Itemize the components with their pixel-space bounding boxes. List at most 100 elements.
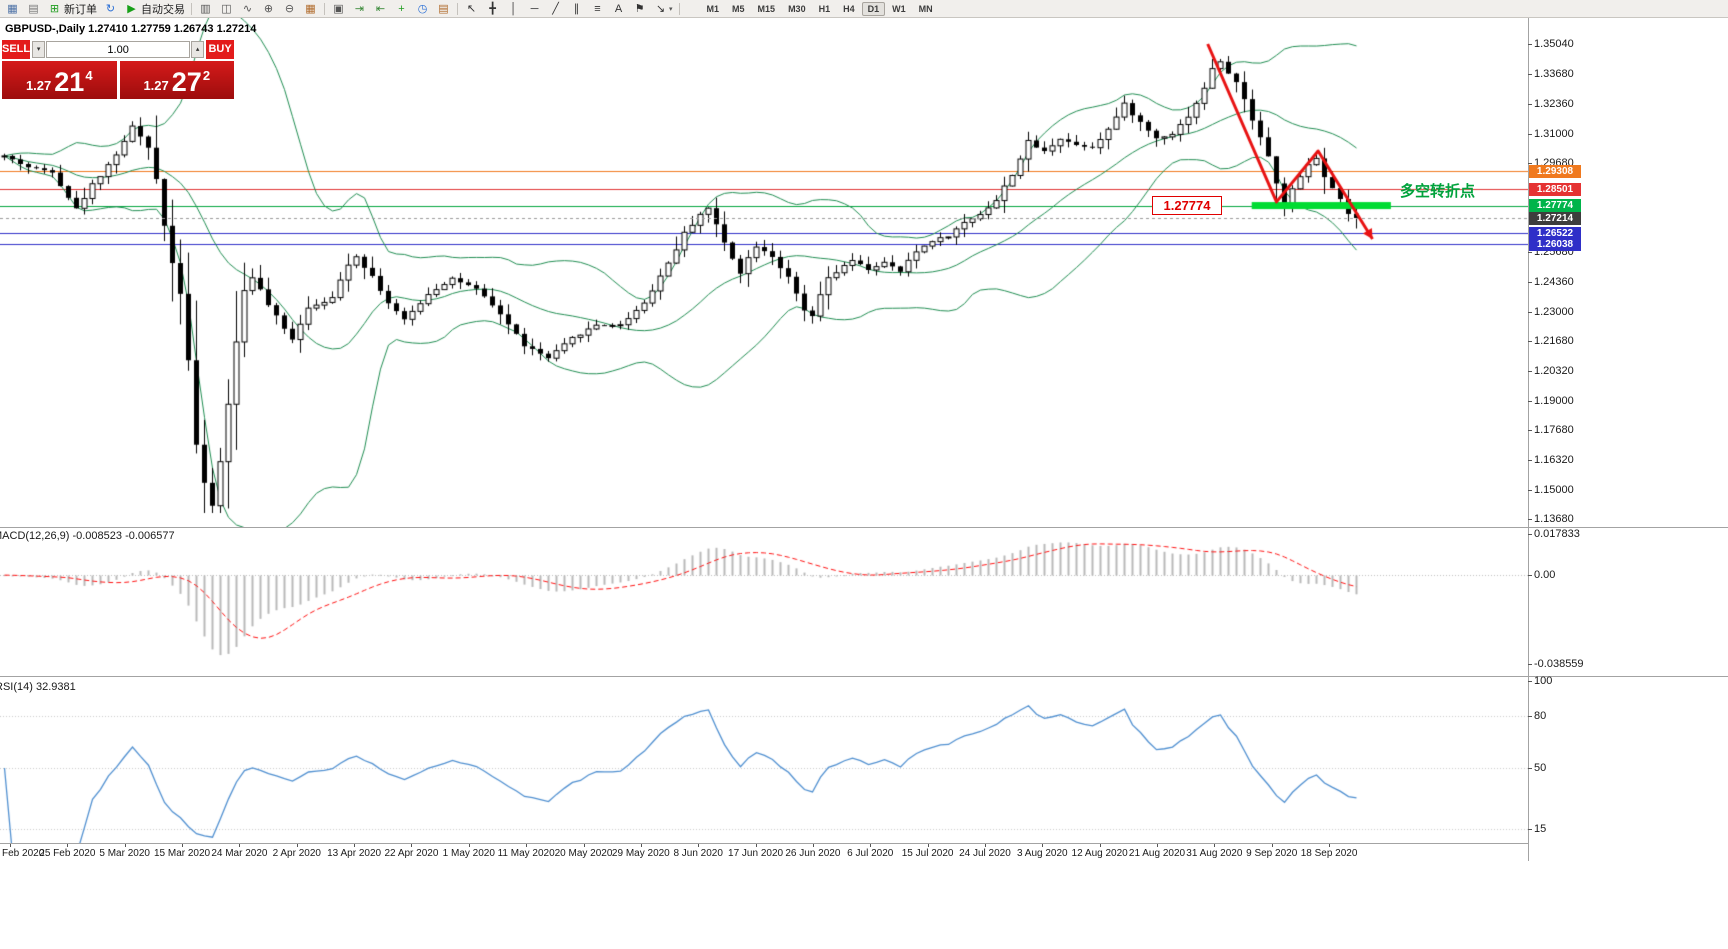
main-chart-canvas[interactable]	[0, 18, 1528, 527]
add-indicator-icon[interactable]: +	[391, 1, 412, 17]
auto-trading-button-label: 自动交易	[141, 3, 185, 16]
panel-separator[interactable]	[0, 527, 1728, 528]
crosshair-icon[interactable]: ╋	[482, 1, 503, 17]
trendline-icon: ╱	[552, 2, 559, 15]
cascade-windows-icon[interactable]: ▣	[328, 1, 349, 17]
scale-tick	[1528, 767, 1532, 769]
volume-increase-button[interactable]: ▴	[191, 41, 205, 58]
price-tag: 1.26038	[1529, 237, 1581, 251]
cursor-icon[interactable]: ↖	[461, 1, 482, 17]
periods-icon[interactable]: ◷	[412, 1, 433, 17]
timeframe-h1[interactable]: H1	[818, 3, 831, 14]
price-level-label[interactable]: 1.27774	[1152, 196, 1222, 215]
price-scale-label: 1.19000	[1534, 394, 1574, 407]
tile-windows-icon: ▦	[305, 2, 316, 15]
date-tick	[411, 844, 413, 847]
auto-trading-button[interactable]: ▶ 自动交易	[121, 1, 188, 17]
rsi-panel-canvas[interactable]	[0, 677, 1528, 843]
toolbar-separator	[324, 2, 325, 15]
trendline-icon[interactable]: ╱	[545, 1, 566, 17]
profiles-icon: ▤	[28, 2, 39, 15]
date-label: 17 Jun 2020	[728, 848, 784, 859]
date-tick	[1099, 844, 1101, 847]
timeframe-d1[interactable]: D1	[861, 1, 886, 16]
date-tick	[67, 844, 69, 847]
zoom-in-icon[interactable]: ⊕	[258, 1, 279, 17]
auto-scroll-icon[interactable]: ⇥	[349, 1, 370, 17]
timeframe-m30[interactable]: M30	[788, 3, 806, 14]
tile-windows-icon[interactable]: ▦	[300, 1, 321, 17]
volume-input[interactable]	[46, 41, 191, 58]
date-label: 21 Aug 2020	[1128, 848, 1186, 859]
date-label: 12 Aug 2020	[1071, 848, 1128, 859]
candlestick-chart-icon[interactable]: ◫	[216, 1, 237, 17]
text-icon: A	[614, 2, 623, 15]
trade-panel-controls: SELL ▾ ▴ BUY	[2, 40, 234, 59]
date-label: 13 Apr 2020	[327, 848, 382, 859]
date-tick	[1271, 844, 1273, 847]
new-chart-icon[interactable]: ▦	[2, 1, 23, 17]
price-tag: 1.27214	[1529, 211, 1581, 225]
scale-tick	[1528, 828, 1532, 830]
timeframe-m15[interactable]: M15	[757, 3, 776, 14]
auto-trading-icon: ▶	[127, 2, 136, 15]
date-tick	[10, 844, 11, 847]
zoom-in-icon: ⊕	[263, 2, 274, 15]
timeframe-h4[interactable]: H4	[843, 3, 855, 14]
label-icon[interactable]: ⚑	[629, 1, 650, 17]
turning-point-annotation: 多空转折点	[1400, 183, 1476, 200]
date-label: 18 Sep 2020	[1300, 848, 1358, 859]
new-order-button[interactable]: ⊞ 新订单	[44, 1, 100, 17]
date-tick	[182, 844, 184, 847]
new-order-button-label: 新订单	[64, 3, 97, 16]
text-icon[interactable]: A	[608, 1, 629, 17]
date-tick	[812, 844, 814, 847]
time-scale[interactable]: Feb 2020 25 Feb 2020 5 Mar 2020 15 Mar 2020…	[0, 843, 1528, 861]
timeframe-w1[interactable]: W1	[892, 3, 906, 14]
price-scale-label: 50	[1534, 761, 1547, 774]
date-tick	[698, 844, 700, 847]
shapes-dropdown[interactable]: ↘ ▾	[650, 1, 676, 17]
date-tick	[640, 844, 642, 847]
volume-decrease-button[interactable]: ▾	[32, 41, 46, 58]
scale-tick	[1528, 74, 1532, 76]
price-scale-label: 0.017833	[1534, 528, 1580, 540]
sync-icon: ↻	[105, 2, 116, 15]
timeframe-m5[interactable]: M5	[732, 3, 745, 14]
price-tag: 1.29308	[1529, 164, 1581, 178]
bar-chart-icon[interactable]: ▥	[195, 1, 216, 17]
vertical-line-icon[interactable]: │	[503, 1, 524, 17]
date-tick	[755, 844, 757, 847]
timeframe-mn[interactable]: MN	[918, 3, 933, 14]
buy-button[interactable]: BUY	[206, 40, 234, 59]
date-tick	[296, 844, 298, 847]
rsi-indicator-label: RSI(14) 32.9381	[0, 681, 76, 693]
line-chart-icon[interactable]: ∿	[237, 1, 258, 17]
buy-price-display[interactable]: 1.27 27 2	[119, 61, 234, 99]
bar-chart-icon: ▥	[200, 2, 211, 15]
panel-separator[interactable]	[0, 676, 1728, 677]
channel-icon[interactable]: ∥	[566, 1, 587, 17]
chart-shift-icon[interactable]: ⇤	[370, 1, 391, 17]
templates-icon[interactable]: ▤	[433, 1, 454, 17]
sync-icon[interactable]: ↻	[100, 1, 121, 17]
auto-scroll-icon: ⇥	[354, 2, 365, 15]
price-scale-label: 1.21680	[1534, 335, 1574, 348]
zoom-out-icon[interactable]: ⊖	[279, 1, 300, 17]
sell-button[interactable]: SELL	[2, 40, 31, 59]
macd-panel-canvas[interactable]	[0, 528, 1528, 676]
sell-price-prefix: 1.27	[25, 78, 52, 93]
date-tick	[526, 844, 528, 847]
add-indicator-icon: +	[398, 2, 405, 15]
price-scale[interactable]: 1.35040 1.33680 1.32360 1.31000 1.29680 1.256…	[1528, 0, 1728, 949]
timeframe-m1[interactable]: M1	[706, 3, 720, 14]
profiles-icon[interactable]: ▤	[23, 1, 44, 17]
scale-tick	[1528, 163, 1532, 165]
horizontal-line-icon[interactable]: ─	[524, 1, 545, 17]
price-tag: 1.27774	[1529, 199, 1581, 213]
sell-price-display[interactable]: 1.27 21 4	[2, 61, 117, 99]
price-tag: 1.28501	[1529, 182, 1581, 196]
date-label: 25 Feb 2020	[39, 848, 96, 859]
fibonacci-icon[interactable]: ≡	[587, 1, 608, 17]
